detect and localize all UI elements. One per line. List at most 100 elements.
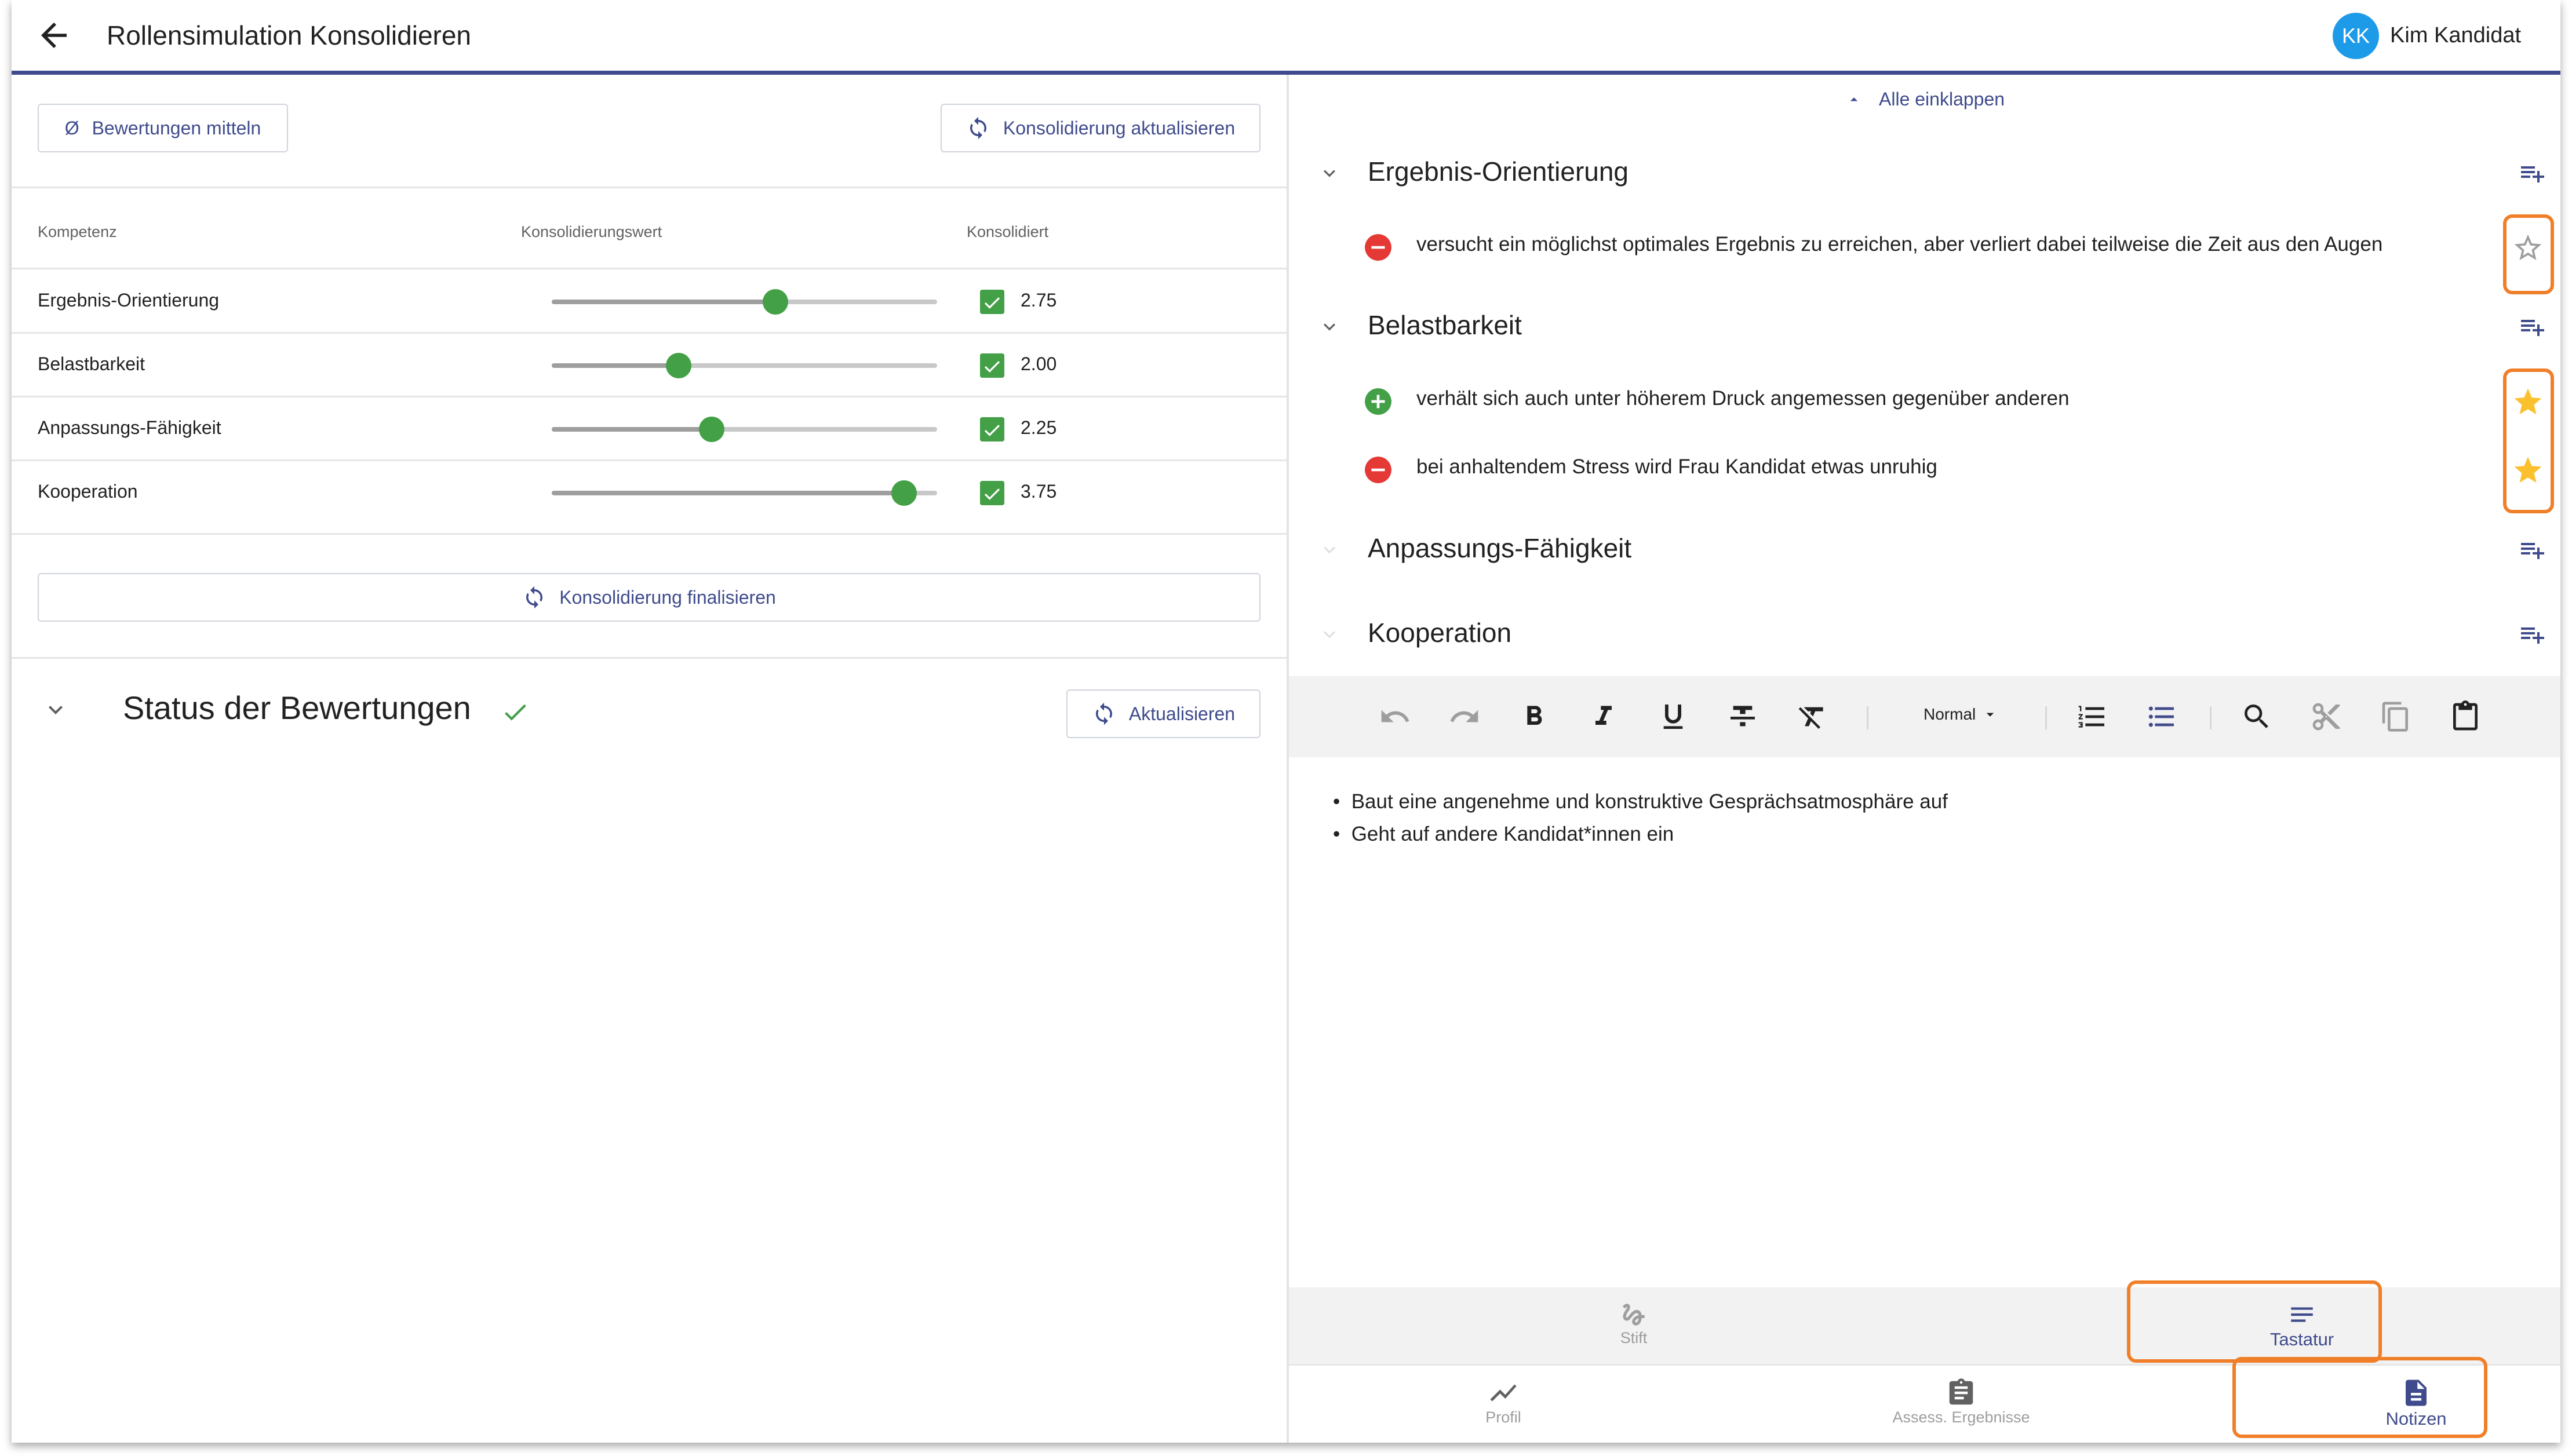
document-icon	[2406, 1380, 2427, 1406]
competence-label: Kooperation	[38, 481, 138, 502]
undo-icon[interactable]	[1379, 700, 1411, 733]
divider	[12, 459, 1287, 461]
divider	[12, 187, 1287, 188]
slider-thumb[interactable]	[698, 417, 724, 442]
strikethrough-icon[interactable]	[1726, 700, 1759, 733]
star-highlight	[2503, 214, 2554, 294]
format-select-value: Normal	[1923, 705, 1976, 723]
section-title[interactable]: Belastbarkeit	[1368, 310, 1522, 340]
consolidated-checkbox[interactable]	[980, 353, 1004, 378]
nav-profile[interactable]: Profil	[1445, 1377, 1561, 1426]
consolidated-checkbox[interactable]	[980, 417, 1004, 441]
ordered-list-icon[interactable]	[2076, 700, 2108, 733]
user-name[interactable]: Kim Kandidat	[2390, 23, 2522, 48]
sync-icon	[526, 586, 543, 609]
toolbar-separator	[1867, 706, 1868, 729]
minus-circle-icon	[1365, 457, 1391, 483]
tab-highlight	[2127, 1280, 2382, 1363]
back-arrow-icon[interactable]	[35, 16, 73, 54]
editor-list-item[interactable]: • Geht auf andere Kandidat*innen ein	[1333, 823, 1674, 845]
average-symbol-icon: Ø	[64, 117, 79, 138]
update-consolidation-button[interactable]: Konsolidierung aktualisieren	[941, 104, 1261, 152]
consolidation-panel: Ø Bewertungen mitteln Konsolidierung akt…	[12, 75, 1287, 1443]
chevron-down-icon[interactable]	[42, 696, 70, 724]
tab-pen[interactable]: Stift	[1582, 1300, 1686, 1347]
toolbar-separator	[2045, 706, 2047, 729]
bottom-navigation: Profil Assess. Ergebnisse Notizen	[1289, 1364, 2560, 1443]
consolidated-checkbox[interactable]	[980, 481, 1004, 505]
check-icon	[505, 704, 526, 721]
section-title[interactable]: Kooperation	[1368, 618, 1512, 648]
nav-notes[interactable]: Notizen	[2358, 1377, 2474, 1429]
slider-thumb[interactable]	[762, 289, 788, 315]
playlist-add-icon[interactable]	[2519, 159, 2547, 187]
refresh-status-button[interactable]: Aktualisieren	[1066, 689, 1261, 738]
nav-assessment-results[interactable]: Assess. Ergebnisse	[1787, 1377, 2135, 1426]
slider-thumb[interactable]	[891, 480, 917, 506]
slider-thumb[interactable]	[666, 353, 692, 378]
notes-lines-icon	[2291, 1307, 2313, 1322]
paste-icon[interactable]	[2449, 700, 2482, 733]
section-title[interactable]: Anpassungs-Fähigkeit	[1368, 533, 1632, 563]
editor-list-item-text: Geht auf andere Kandidat*innen ein	[1351, 823, 1674, 845]
trending-line-icon	[1490, 1384, 1517, 1402]
status-title: Status der Bewertungen	[123, 689, 471, 726]
avatar[interactable]: KK	[2333, 13, 2379, 59]
bold-icon[interactable]	[1518, 700, 1550, 733]
panel-divider	[1287, 75, 1289, 1443]
consolidated-value: 3.75	[1021, 481, 1057, 502]
finalize-consolidation-label: Konsolidierung finalisieren	[559, 586, 776, 608]
chevron-down-icon[interactable]	[1318, 162, 1341, 185]
consolidation-slider[interactable]	[552, 480, 937, 506]
editor-list-item[interactable]: • Baut eine angenehme und konstruktive G…	[1333, 790, 1948, 813]
star-outline-icon[interactable]	[2512, 232, 2544, 264]
section-title[interactable]: Ergebnis-Orientierung	[1368, 156, 1629, 187]
minus-circle-icon	[1365, 234, 1391, 261]
average-ratings-button[interactable]: Ø Bewertungen mitteln	[38, 104, 288, 152]
finalize-consolidation-button[interactable]: Konsolidierung finalisieren	[38, 573, 1261, 622]
consolidation-slider[interactable]	[552, 289, 937, 315]
tab-keyboard[interactable]: Tastatur	[2250, 1300, 2354, 1350]
underline-icon[interactable]	[1657, 700, 1689, 733]
page-title: Rollensimulation Konsolidieren	[107, 20, 472, 50]
collapse-all-label: Alle einklappen	[1879, 89, 2005, 110]
average-ratings-label: Bewertungen mitteln	[92, 117, 261, 138]
note-text: bei anhaltendem Stress wird Frau Kandida…	[1416, 455, 1937, 478]
playlist-add-icon[interactable]	[2519, 536, 2547, 564]
star-filled-icon[interactable]	[2512, 386, 2544, 418]
editor-list-item-text: Baut eine angenehme und konstruktive Ges…	[1351, 790, 1948, 813]
scissors-icon[interactable]	[2310, 700, 2343, 733]
chevron-down-icon[interactable]	[1318, 623, 1341, 646]
consolidated-value: 2.00	[1021, 353, 1057, 374]
notes-panel: Alle einklappen Ergebnis-Orientierung ve…	[1289, 75, 2560, 1443]
sync-icon	[1095, 702, 1112, 725]
nav-notes-label: Notizen	[2385, 1408, 2447, 1429]
collapse-all-button[interactable]: Alle einklappen	[1845, 89, 2005, 110]
italic-icon[interactable]	[1587, 700, 1620, 733]
clear-format-icon[interactable]	[1796, 700, 1828, 733]
consolidated-checkbox[interactable]	[980, 290, 1004, 314]
playlist-add-icon[interactable]	[2519, 313, 2547, 341]
consolidation-slider[interactable]	[552, 417, 937, 442]
editor-toolbar: Normal	[1289, 676, 2560, 757]
search-icon[interactable]	[2241, 700, 2273, 733]
nav-highlight	[2232, 1357, 2487, 1438]
note-text: verhält sich auch unter höherem Druck an…	[1416, 387, 2070, 410]
gesture-icon	[1622, 1304, 1645, 1326]
copy-icon[interactable]	[2380, 700, 2412, 733]
app-frame: Rollensimulation Konsolidieren KK Kim Ka…	[12, 0, 2560, 1443]
chevron-down-icon[interactable]	[1318, 538, 1341, 561]
competence-label: Belastbarkeit	[38, 353, 145, 374]
input-mode-tabs: Stift Tastatur	[1289, 1287, 2560, 1364]
bullet-list-icon[interactable]	[2145, 700, 2178, 733]
column-header-consolidated: Konsolidiert	[967, 223, 1049, 240]
format-select[interactable]: Normal	[1923, 705, 1999, 724]
note-text: versucht ein möglichst optimales Ergebni…	[1416, 233, 2383, 256]
playlist-add-icon[interactable]	[2519, 621, 2547, 648]
redo-icon[interactable]	[1448, 700, 1481, 733]
star-filled-icon[interactable]	[2512, 454, 2544, 487]
competence-label: Anpassungs-Fähigkeit	[38, 417, 221, 438]
plus-circle-icon	[1365, 388, 1391, 415]
chevron-down-icon[interactable]	[1318, 315, 1341, 338]
consolidation-slider[interactable]	[552, 353, 937, 378]
